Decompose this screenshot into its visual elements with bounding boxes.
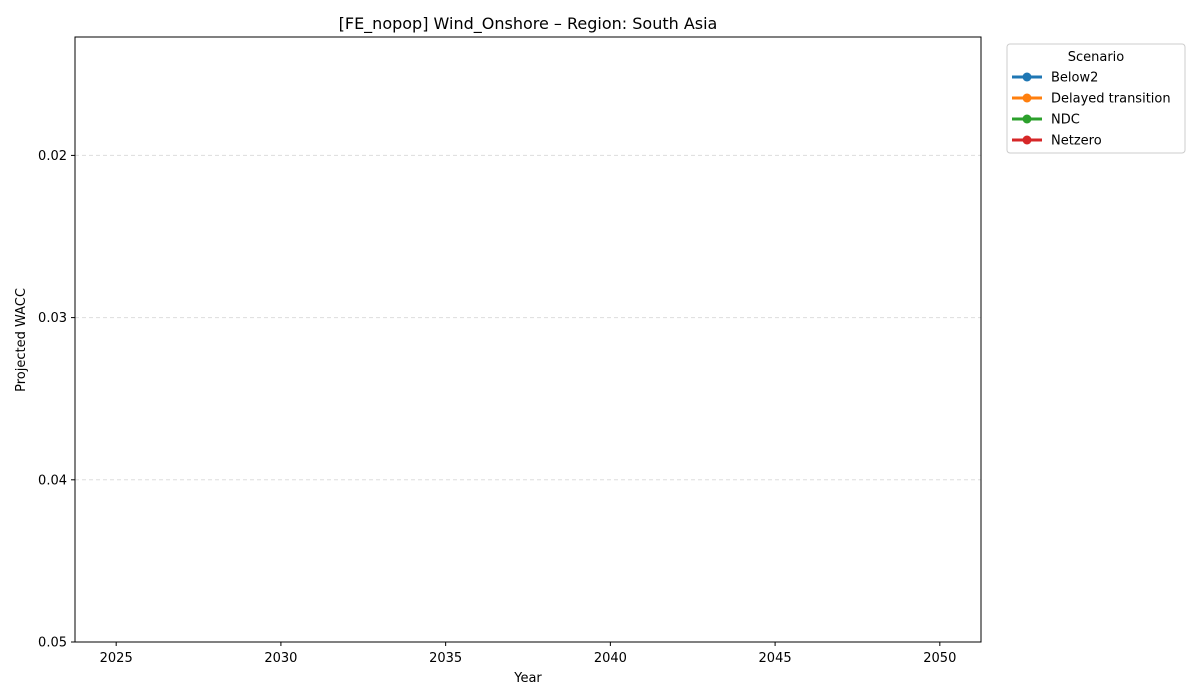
legend-label: NDC xyxy=(1051,113,1080,128)
y-tick-label: 0.03 xyxy=(38,311,67,326)
x-tick-label: 2040 xyxy=(594,651,627,666)
legend-label: Delayed transition xyxy=(1051,92,1171,107)
legend-label: Below2 xyxy=(1051,71,1098,86)
x-axis-label: Year xyxy=(513,671,542,686)
y-tick-label: 0.02 xyxy=(38,149,67,164)
legend-entries: Below2 Delayed transition NDC Netzero xyxy=(1012,71,1171,149)
legend-marker xyxy=(1022,135,1032,145)
legend-marker xyxy=(1022,114,1032,124)
y-axis-label: Projected WACC xyxy=(14,288,29,392)
legend-box xyxy=(1006,43,1186,154)
legend-title: Scenario xyxy=(1068,50,1125,65)
legend-marker xyxy=(1022,72,1032,82)
legend-label: Netzero xyxy=(1051,134,1102,149)
x-tick-label: 2025 xyxy=(100,651,133,666)
x-tick-label: 2035 xyxy=(429,651,462,666)
grid-lines xyxy=(75,154,981,481)
legend-marker xyxy=(1022,93,1032,103)
x-tick-label: 2050 xyxy=(923,651,956,666)
y-tick-label: 0.05 xyxy=(38,636,67,651)
x-axis-ticks: 2025 2030 2035 2040 2045 2050 xyxy=(100,642,956,666)
legend: Scenario Below2 Delayed transition NDC Netz… xyxy=(1006,43,1186,154)
y-axis-ticks: 0.02 0.03 0.04 0.05 xyxy=(38,149,75,651)
y-tick-label: 0.04 xyxy=(38,473,67,488)
x-tick-label: 2030 xyxy=(264,651,297,666)
chart-title: [FE_nopop] Wind_Onshore – Region: South … xyxy=(339,14,718,34)
x-tick-label: 2045 xyxy=(759,651,792,666)
plot-area-frame xyxy=(74,36,982,643)
